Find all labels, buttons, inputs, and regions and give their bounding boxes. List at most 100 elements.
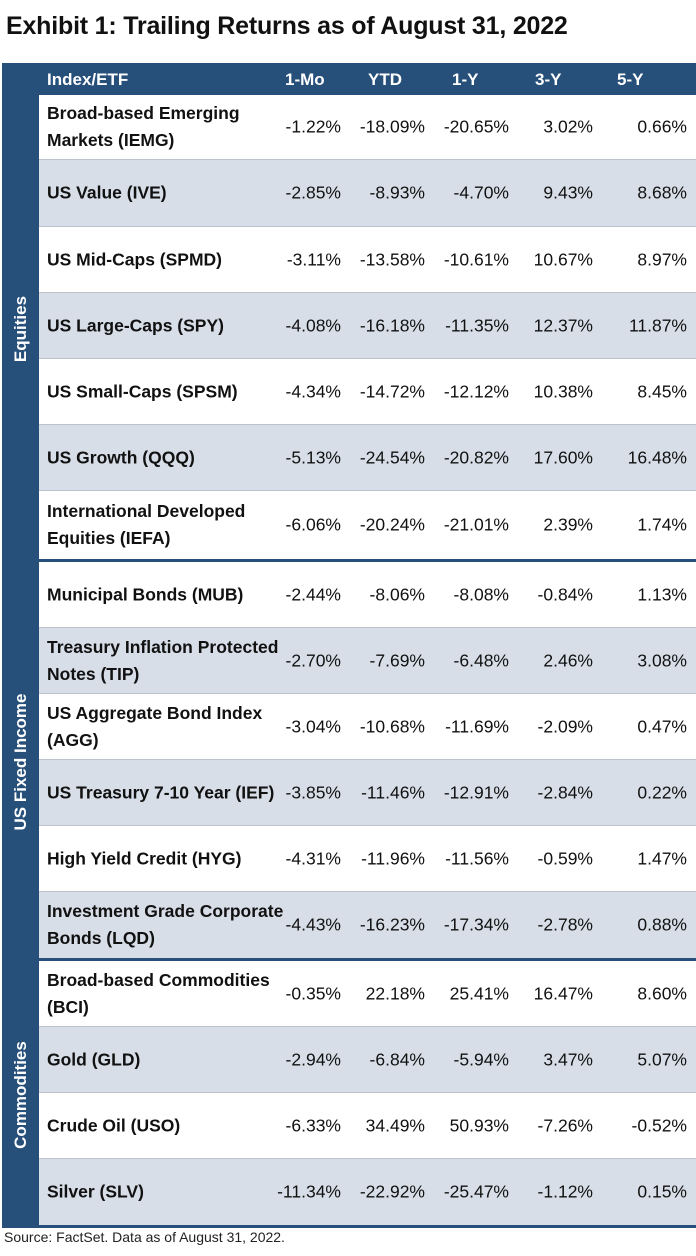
table-row: US Small-Caps (SPSM) -4.34% -14.72% -12.12%… [39,359,696,425]
cell-5y: 3.08% [637,650,687,670]
cell-5y: 8.45% [637,381,687,401]
cell-1y: -25.47% [443,1181,509,1202]
cell-1mo: -11.34% [277,1181,341,1202]
cell-5y: 0.47% [637,716,687,736]
cell-1mo: -3.11% [286,249,341,269]
cell-1y: -11.56% [445,848,509,868]
section-divider [2,958,696,961]
cell-3y: -0.59% [537,848,593,868]
section-label-text: US Fixed Income [10,693,30,830]
section-divider [2,1225,696,1228]
cell-ytd: -10.68% [359,716,425,736]
cell-ytd: -20.24% [359,514,425,535]
cell-1y: -4.70% [453,182,509,203]
row-name: Municipal Bonds (MUB) [47,584,244,604]
cell-1mo: -4.43% [285,914,341,935]
cell-1mo: -4.31% [285,848,341,868]
cell-5y: 1.47% [637,848,687,868]
cell-1y: -21.01% [443,514,509,535]
row-name: US Growth (QQQ) [47,447,195,467]
section-label: Equities [2,95,39,562]
cell-ytd: 22.18% [365,983,425,1003]
cell-1mo: -2.70% [285,650,341,670]
cell-1y: -11.35% [445,315,509,335]
cell-ytd: -6.84% [369,1049,425,1069]
section-divider [2,559,696,562]
row-name: International Developed Equities (IEFA) [47,501,246,548]
source-footnote: Source: FactSet. Data as of August 31, 2… [4,1229,285,1245]
section-equities: Equities Broad-based Emerging Markets (IE… [2,95,696,562]
column-header-ytd: YTD [368,70,402,89]
cell-1y: -6.48% [453,650,509,670]
cell-1y: -8.08% [453,584,509,604]
row-name: Gold (GLD) [47,1049,141,1069]
cell-1mo: -1.22% [285,116,341,137]
cell-3y: -1.12% [537,1181,593,1202]
table-row: Gold (GLD) -2.94% -6.84% -5.94% 3.47% 5.07% [39,1027,696,1093]
table-row: Municipal Bonds (MUB) -2.44% -8.06% -8.08% -… [39,562,696,628]
row-name: Broad-based Commodities (BCI) [47,969,270,1017]
row-name: High Yield Credit (HYG) [47,848,242,868]
cell-1mo: -2.44% [285,584,341,604]
cell-ytd: -11.96% [361,848,425,868]
table-row: Silver (SLV) -11.34% -22.92% -25.47% -1.12% 0… [39,1159,696,1225]
cell-5y: 0.88% [637,914,687,935]
row-name: US Value (IVE) [47,182,167,203]
cell-1y: 50.93% [449,1115,509,1135]
row-name: Broad-based Emerging Markets (IEMG) [47,103,240,150]
cell-1y: -11.69% [445,716,509,736]
row-name: US Treasury 7-10 Year (IEF) [47,782,275,802]
cell-ytd: -14.72% [359,381,425,401]
cell-5y: 0.22% [637,782,687,802]
table-row: Treasury Inflation Protected Notes (TIP)… [39,628,696,694]
cell-3y: 2.39% [543,514,593,535]
cell-ytd: -16.23% [359,914,425,935]
cell-5y: 0.66% [637,116,687,137]
cell-1mo: -4.08% [285,315,341,335]
cell-1y: -10.61% [443,249,509,269]
cell-3y: 3.47% [543,1049,593,1069]
table-row: US Treasury 7-10 Year (IEF) -3.85% -11.46%… [39,760,696,826]
cell-5y: 1.13% [637,584,687,604]
cell-3y: 9.43% [543,182,593,203]
cell-3y: 10.67% [533,249,593,269]
row-name: US Large-Caps (SPY) [47,315,224,335]
cell-1y: -5.94% [453,1049,509,1069]
section-commodities: Commodities Broad-based Commodities (BCI)… [2,961,696,1228]
cell-3y: 3.02% [543,116,593,137]
cell-ytd: -18.09% [359,116,425,137]
cell-ytd: 34.49% [365,1115,425,1135]
cell-3y: -0.84% [537,584,593,604]
cell-5y: 8.68% [637,182,687,203]
table-row: US Aggregate Bond Index (AGG) -3.04% -10.6… [39,694,696,760]
cell-1mo: -6.06% [285,514,341,535]
row-name: Treasury Inflation Protected Notes (TIP) [47,636,279,684]
cell-1y: 25.41% [449,983,509,1003]
row-name: US Aggregate Bond Index (AGG) [47,702,263,750]
cell-3y: -2.84% [537,782,593,802]
section-us-fixed-income: US Fixed Income Municipal Bonds (MUB) -2.4… [2,562,696,961]
cell-ytd: -24.54% [359,447,425,467]
cell-3y: 12.37% [533,315,593,335]
section-label-text: Equities [10,295,30,362]
exhibit-title: Exhibit 1: Trailing Returns as of August… [6,12,568,40]
cell-5y: 1.74% [637,514,687,535]
table-row: International Developed Equities (IEFA) -… [39,491,696,559]
cell-ytd: -16.18% [359,315,425,335]
column-header-5y: 5-Y [617,70,644,89]
cell-3y: 10.38% [533,381,593,401]
cell-1y: -20.65% [443,116,509,137]
column-header-row: Index/ETF 1-Mo YTD 1-Y 3-Y 5-Y [2,63,696,95]
section-label: Commodities [2,961,39,1228]
cell-1mo: -2.94% [285,1049,341,1069]
cell-1y: -20.82% [443,447,509,467]
cell-3y: -2.09% [537,716,593,736]
cell-3y: 17.60% [533,447,593,467]
table-row: US Growth (QQQ) -5.13% -24.54% -20.82% 17.60… [39,425,696,491]
row-name: Investment Grade Corporate Bonds (LQD) [47,901,284,948]
table-row: Broad-based Commodities (BCI) -0.35% 22.18… [39,961,696,1027]
cell-5y: 8.60% [637,983,687,1003]
cell-3y: -2.78% [537,914,593,935]
cell-1y: -12.91% [443,782,509,802]
column-header-1mo: 1-Mo [285,70,325,89]
